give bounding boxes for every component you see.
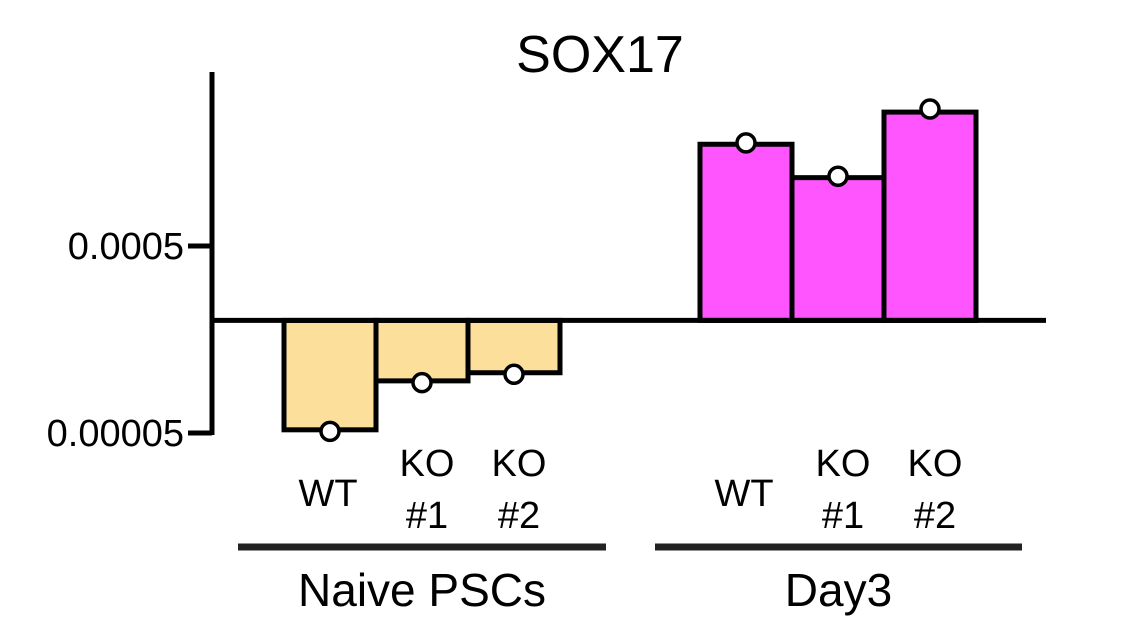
bar bbox=[789, 175, 887, 323]
category-label: #2 bbox=[498, 495, 540, 537]
data-point bbox=[319, 420, 341, 443]
category-label: WT bbox=[714, 473, 773, 515]
bar bbox=[281, 317, 379, 433]
category-label: KO bbox=[492, 443, 547, 485]
data-point bbox=[735, 132, 757, 154]
y-tick-label: 0.00005 bbox=[47, 413, 184, 455]
group-label: Naive PSCs bbox=[298, 564, 546, 616]
category-label: KO bbox=[400, 443, 455, 485]
data-point bbox=[503, 363, 525, 386]
category-label: #2 bbox=[914, 495, 956, 537]
bar bbox=[373, 317, 471, 384]
data-point bbox=[827, 165, 849, 188]
chart-title: SOX17 bbox=[516, 26, 684, 84]
category-label: #1 bbox=[822, 495, 864, 537]
category-label: WT bbox=[298, 473, 357, 515]
category-label: KO bbox=[816, 443, 871, 485]
group-label: Day3 bbox=[785, 564, 892, 616]
bar bbox=[881, 109, 979, 323]
bar bbox=[697, 141, 795, 323]
category-label: #1 bbox=[406, 495, 448, 537]
data-point bbox=[411, 371, 433, 394]
category-label: KO bbox=[908, 443, 963, 485]
y-tick-label: 0.0005 bbox=[68, 226, 184, 268]
data-point bbox=[919, 98, 941, 120]
